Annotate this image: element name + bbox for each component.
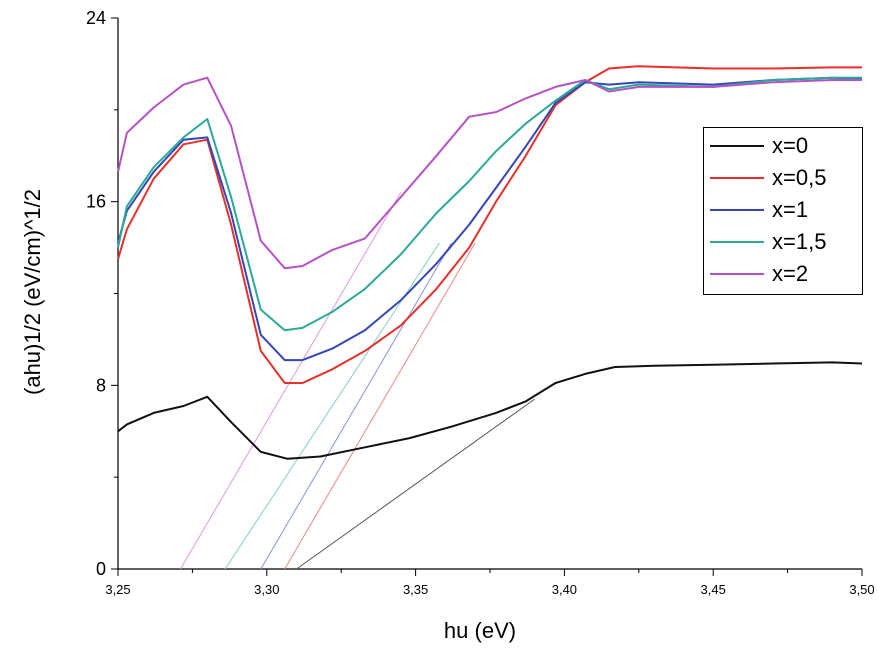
y-tick-label: 16 <box>86 192 106 212</box>
y-tick-label: 24 <box>86 8 106 28</box>
legend-swatch <box>710 145 764 147</box>
y-axis-label: (ahu)1/2 (eV/cm)^1/2 <box>20 189 45 395</box>
legend-label: x=0,5 <box>772 165 827 190</box>
legend-item: x=0,5 <box>704 163 862 192</box>
x-tick-label: 3,50 <box>849 582 874 597</box>
legend-item: x=1 <box>704 195 862 224</box>
x-tick-label: 3,30 <box>254 582 279 597</box>
legend-label: x=0 <box>772 133 809 158</box>
x-tick-label: 3,25 <box>105 582 130 597</box>
extrapolation-line <box>180 192 402 570</box>
extrapolation-line <box>224 242 440 570</box>
legend-label: x=1 <box>772 197 809 222</box>
legend-item: x=0 <box>704 131 862 160</box>
fit-lines <box>180 192 535 570</box>
legend-label: x=2 <box>772 261 809 286</box>
series-line <box>117 76 863 362</box>
extrapolation-line <box>260 242 452 570</box>
legend-item: x=1,5 <box>704 227 862 256</box>
series-line <box>117 65 862 384</box>
y-tick-label: 0 <box>96 559 106 579</box>
y-tick-label: 8 <box>96 375 106 395</box>
x-tick-label: 3,35 <box>403 582 428 597</box>
series-line <box>117 76 862 270</box>
series-line <box>117 76 862 332</box>
extrapolation-line <box>296 398 535 570</box>
legend-swatch <box>710 177 764 179</box>
series-line <box>117 361 863 460</box>
x-tick-label: 3,40 <box>552 582 577 597</box>
x-tick-label: 3,45 <box>701 582 726 597</box>
legend: x=0 x=0,5 x=1 x=1,5 x=2 <box>703 127 863 295</box>
legend-label: x=1,5 <box>772 229 827 254</box>
legend-swatch <box>710 209 764 211</box>
x-axis-label: hu (eV) <box>443 618 517 643</box>
legend-swatch <box>710 273 764 275</box>
series-lines <box>117 65 863 460</box>
legend-item: x=2 <box>704 259 862 288</box>
legend-swatch <box>710 241 764 243</box>
extrapolation-line <box>284 242 476 570</box>
tick-labels: 3,25 3,30 3,35 3,40 3,45 3,50 0 8 16 24 <box>86 8 875 597</box>
